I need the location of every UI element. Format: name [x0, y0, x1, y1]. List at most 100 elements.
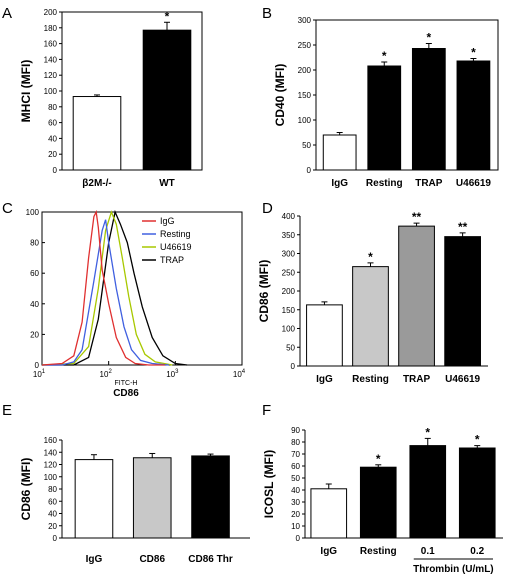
y-tick-label: 250	[282, 268, 296, 277]
y-tick-label: 50	[302, 141, 311, 150]
panel-letter-a: A	[2, 5, 12, 22]
y-tick-label: 100	[282, 325, 296, 334]
bar	[458, 447, 496, 539]
y-tick-label: 120	[44, 461, 58, 470]
y-tick-label: 100	[44, 87, 58, 96]
y-tick-label: 300	[282, 250, 296, 259]
significance-star: *	[165, 9, 170, 23]
series-line	[41, 209, 165, 366]
significance-star: *	[475, 433, 480, 447]
x-tick-label: 102	[100, 369, 113, 379]
bar	[74, 459, 114, 539]
y-tick-label: 200	[44, 8, 58, 17]
y-axis-label: CD86 (MFI)	[19, 458, 33, 521]
category-label: Resting	[352, 374, 389, 385]
y-tick-label: 0	[307, 166, 312, 175]
y-tick-label: 60	[291, 462, 300, 471]
panel-letter-f: F	[262, 402, 271, 419]
category-label: 0.2	[470, 546, 484, 557]
y-tick-label: 100	[26, 208, 40, 217]
y-tick-label: 0	[53, 534, 58, 543]
x-tick-label: 101	[33, 369, 46, 379]
y-tick-label: 90	[291, 426, 300, 435]
y-tick-label: 40	[291, 486, 300, 495]
category-label: IgG	[316, 374, 333, 385]
y-tick-label: 0	[296, 534, 301, 543]
bar	[456, 60, 491, 171]
significance-star: *	[376, 452, 381, 466]
category-label: β2M-/-	[82, 178, 111, 189]
significance-star: *	[471, 46, 476, 60]
bar	[367, 65, 402, 171]
y-tick-label: 10	[291, 522, 300, 531]
category-label: IgG	[331, 178, 348, 189]
y-tick-label: 30	[291, 498, 300, 507]
category-label: U46619	[456, 178, 491, 189]
panel-f-chart: 0 10 20 30 40 50 60 70 80 90 ICOSL (MFI) IgG * Restin…	[262, 425, 503, 575]
legend-label: Resting	[160, 229, 191, 239]
category-label: Resting	[366, 178, 403, 189]
y-tick-label: 0	[53, 166, 58, 175]
y-tick-label: 150	[298, 91, 312, 100]
y-tick-label: 100	[44, 473, 58, 482]
y-tick-label: 140	[44, 55, 58, 64]
y-tick-label: 80	[48, 103, 57, 112]
category-label: TRAP	[415, 178, 443, 189]
series-line	[42, 219, 169, 366]
y-tick-label: 0	[35, 361, 40, 370]
panel-letter-d: D	[262, 200, 273, 217]
bar	[310, 488, 348, 539]
significance-star: *	[368, 250, 373, 264]
category-label: WT	[159, 178, 175, 189]
legend-label: IgG	[160, 216, 175, 226]
panel-letter-c: C	[2, 200, 13, 217]
legend-label: U46619	[160, 242, 192, 252]
category-label: Resting	[360, 546, 397, 557]
series-line	[41, 210, 173, 366]
panel-e-chart: 0 20 40 60 80 100 120 140 160 CD86 (MFI) IgG CD86 CD…	[19, 436, 250, 565]
bar	[352, 266, 389, 367]
significance-star: *	[427, 31, 432, 45]
group-label: Thrombin (U/mL)	[413, 564, 494, 575]
x-tick-label: 104	[233, 369, 246, 379]
category-label: CD86	[139, 554, 165, 565]
y-axis-label: ICOSL (MFI)	[262, 450, 276, 518]
y-tick-label: 350	[282, 231, 296, 240]
category-label: TRAP	[403, 374, 431, 385]
significance-star: **	[412, 210, 422, 224]
y-axis-label: MHCI (MFI)	[19, 60, 33, 123]
panel-a-chart: 0 20 40 60 80 100 120 140 160 180 200 MHCI (MFI) β2M…	[19, 8, 203, 189]
bar	[359, 466, 397, 539]
y-tick-label: 80	[30, 239, 39, 248]
bar	[409, 445, 447, 539]
y-tick-label: 140	[44, 448, 58, 457]
bar	[142, 29, 192, 171]
panel-d-chart: 0 50 100 150 200 250 300 350 400 CD86 (MFI) IgG * Re…	[257, 210, 488, 385]
y-tick-label: 60	[48, 119, 57, 128]
significance-star: *	[382, 49, 387, 63]
y-tick-label: 200	[282, 287, 296, 296]
y-tick-label: 20	[48, 522, 57, 531]
y-tick-label: 60	[48, 497, 57, 506]
bar	[444, 236, 481, 367]
y-tick-label: 120	[44, 71, 58, 80]
y-axis-label: CD40 (MFI)	[273, 64, 287, 127]
bar	[191, 455, 230, 539]
bar	[306, 304, 343, 367]
y-tick-label: 150	[282, 306, 296, 315]
bar	[72, 96, 122, 171]
x-axis-label: CD86	[113, 388, 139, 399]
panel-letter-b: B	[262, 5, 272, 22]
panel-b-chart: 0 50 100 150 200 250 300 CD40 (MFI) IgG * Resting *…	[273, 16, 499, 189]
y-tick-label: 160	[44, 436, 58, 445]
y-tick-label: 80	[48, 485, 57, 494]
y-tick-label: 20	[48, 150, 57, 159]
category-label: IgG	[86, 554, 103, 565]
y-tick-label: 200	[298, 66, 312, 75]
y-tick-label: 50	[286, 343, 295, 352]
y-tick-label: 100	[298, 116, 312, 125]
legend-label: TRAP	[160, 255, 184, 265]
y-tick-label: 40	[30, 300, 39, 309]
